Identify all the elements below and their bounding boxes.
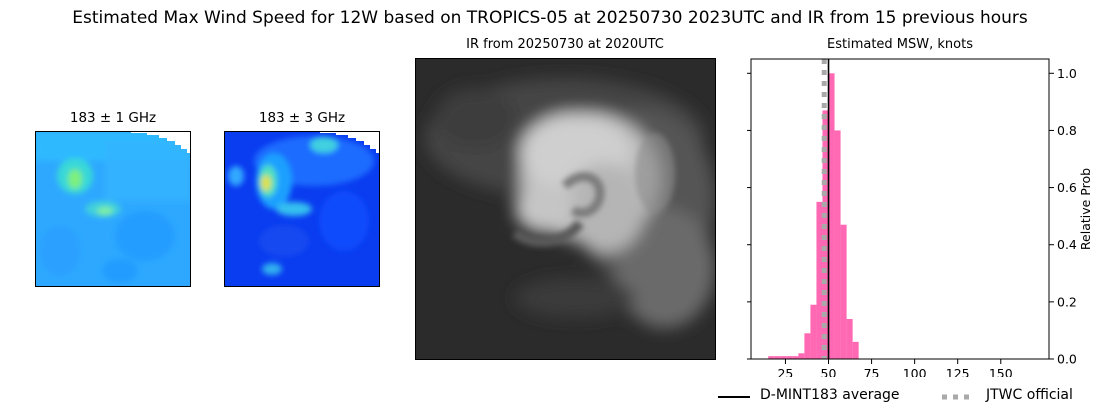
x-tick-label: 100 (903, 366, 927, 377)
histogram-bar (798, 353, 805, 359)
y-tick-label: 0.0 (1057, 352, 1077, 367)
mw1-image (35, 131, 191, 287)
histogram-bar (816, 201, 823, 359)
histogram-bar (804, 333, 811, 359)
legend-average-label: D-MINT183 average (760, 387, 900, 403)
y-axis-label: Relative Prob (1078, 168, 1093, 250)
x-tick-label: 25 (777, 366, 793, 377)
y-tick-label: 0.2 (1057, 294, 1077, 309)
y-tick-label: 0.6 (1057, 180, 1077, 195)
histogram-bar (774, 356, 781, 359)
histogram-bar (780, 356, 787, 359)
histogram-bar (828, 73, 835, 360)
x-tick-label: 50 (821, 366, 837, 377)
histogram-bar (822, 110, 829, 359)
mw3-image (224, 131, 380, 287)
histogram-bar (792, 356, 799, 359)
x-tick-label: 75 (864, 366, 880, 377)
histogram-bar (786, 356, 793, 359)
main-title: Estimated Max Wind Speed for 12W based o… (72, 8, 1028, 28)
histogram-bar (840, 224, 847, 359)
msw-histogram: 25 50 75 100 125 150 0.0 0.2 0.4 0.6 0.8 1.0 Relat… (747, 58, 1093, 377)
ir-image (415, 58, 716, 360)
mw3-panel-title: 183 ± 3 GHz (258, 110, 346, 126)
x-tick-label: 125 (946, 366, 970, 377)
histogram-bar (810, 304, 817, 359)
legend-average-swatch (718, 396, 750, 398)
histogram-bar (846, 319, 853, 359)
plot-frame (750, 58, 1050, 360)
ir-panel-title: IR from 20250730 at 2020UTC (466, 37, 664, 52)
legend: D-MINT183 average JTWC official (716, 387, 1100, 407)
y-tick-label: 0.8 (1057, 123, 1077, 138)
y-tick-label: 0.4 (1057, 237, 1077, 252)
x-tick-label: 150 (989, 366, 1013, 377)
histogram-bar (834, 130, 841, 359)
legend-official-label: JTWC official (986, 387, 1073, 403)
mw1-panel-title: 183 ± 1 GHz (69, 110, 157, 126)
legend-official-swatch (942, 394, 974, 400)
y-tick-label: 1.0 (1057, 66, 1077, 81)
histogram-bar (852, 341, 859, 359)
chart-title: Estimated MSW, knots (827, 37, 973, 52)
histogram-bar (768, 356, 775, 359)
